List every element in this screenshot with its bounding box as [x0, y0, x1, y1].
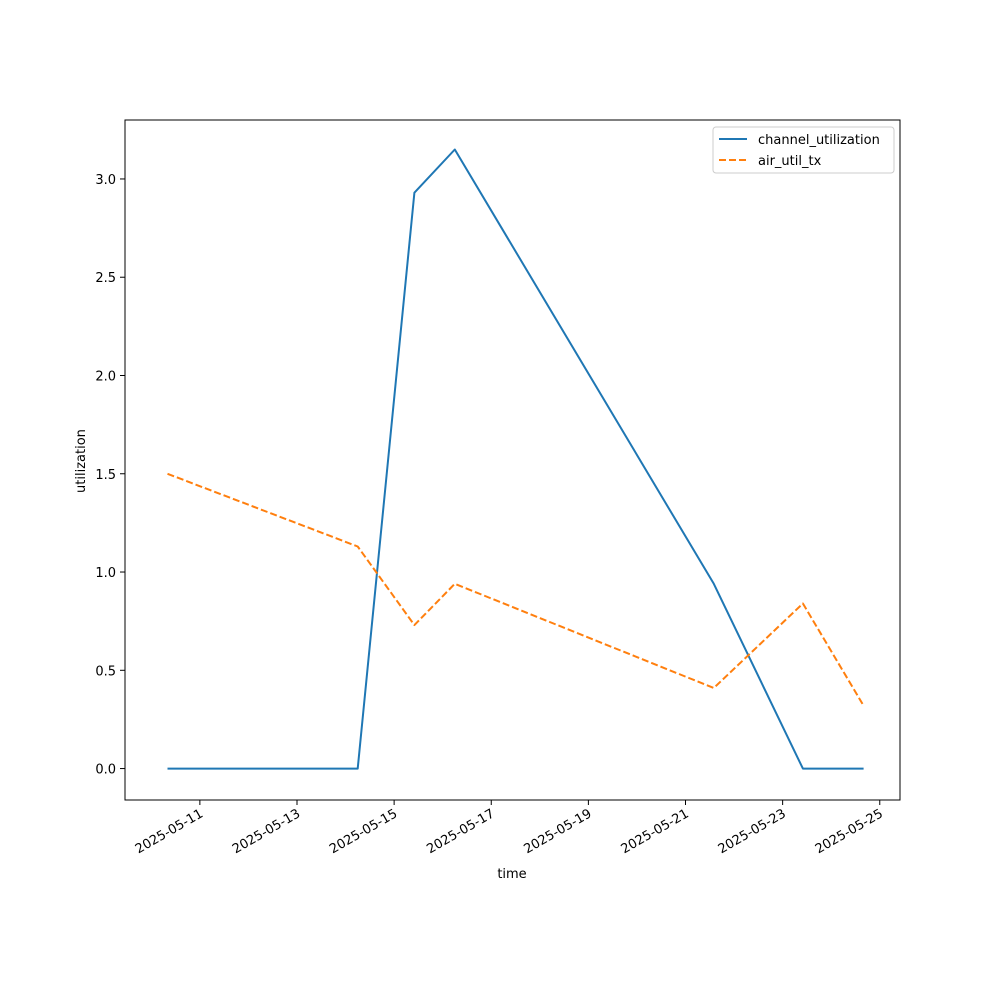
plot-area	[124, 119, 901, 801]
legend: channel_utilization air_util_tx	[712, 126, 895, 174]
x-tick-label: 2025-05-23	[716, 806, 789, 857]
series-line-air-util-tx	[167, 472, 865, 707]
y-axis-label: utilization	[74, 429, 89, 493]
x-axis-label: time	[497, 867, 526, 882]
y-tick-label: 2.5	[95, 271, 116, 286]
plot-frame	[124, 119, 901, 801]
legend-label-channel-utilization: channel_utilization	[758, 133, 880, 148]
x-tick-label: 2025-05-15	[327, 806, 400, 857]
y-tick-label: 0.5	[95, 664, 116, 679]
y-tick-label: 1.5	[95, 468, 116, 483]
series-line-channel-utilization	[167, 148, 864, 770]
x-tick-label: 2025-05-21	[619, 806, 692, 857]
y-tick-label: 0.0	[95, 763, 116, 778]
x-tick-label: 2025-05-11	[133, 806, 206, 857]
x-tick-label: 2025-05-19	[521, 806, 594, 857]
y-tick-label: 3.0	[95, 173, 116, 188]
x-tick-label: 2025-05-13	[230, 806, 303, 857]
x-tick-label: 2025-05-25	[813, 806, 886, 857]
y-tick-label: 1.0	[95, 566, 116, 581]
y-axis: 0.0 0.5 1.0 1.5 2.0 2.5 3.0	[95, 173, 125, 778]
legend-label-air-util-tx: air_util_tx	[758, 154, 822, 169]
x-tick-label: 2025-05-17	[424, 806, 497, 857]
legend-box	[712, 126, 895, 174]
y-tick-label: 2.0	[95, 369, 116, 384]
x-axis: 2025-05-11 2025-05-13 2025-05-15 2025-05-17…	[133, 800, 886, 857]
